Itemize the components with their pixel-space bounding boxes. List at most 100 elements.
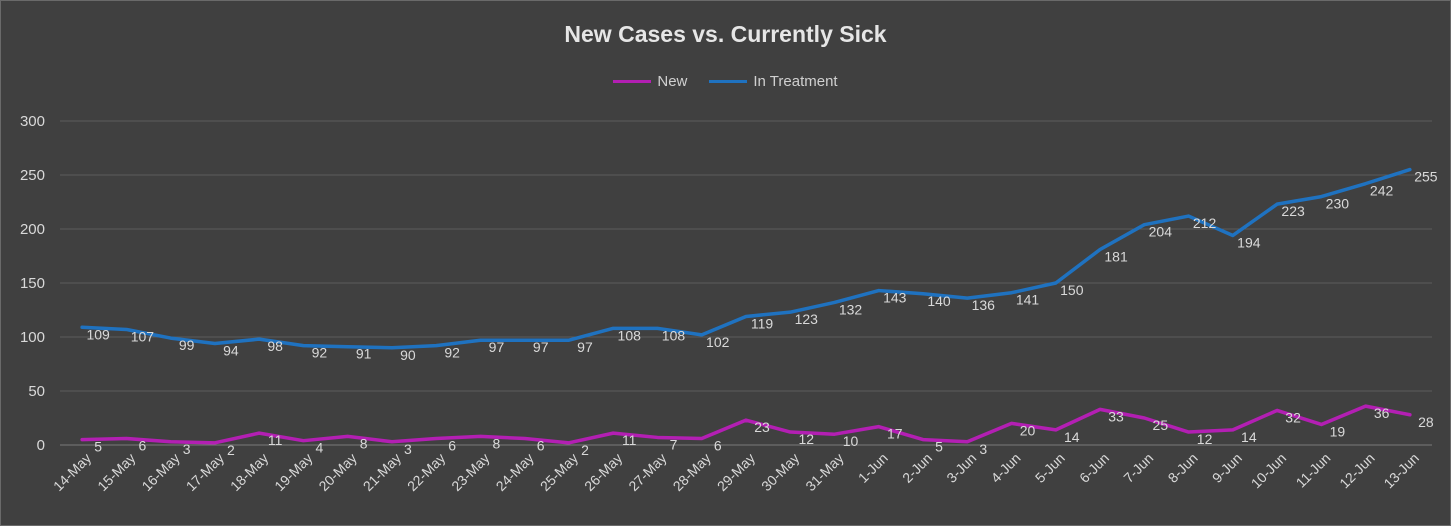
data-label-new: 11 (268, 432, 283, 448)
data-label-new: 14 (1241, 429, 1257, 445)
data-label-new: 6 (448, 438, 456, 454)
data-label-in-treatment: 97 (577, 339, 593, 355)
data-label-in-treatment: 98 (267, 338, 283, 354)
x-tick-label: 30-May (758, 450, 802, 494)
data-label-new: 33 (1108, 408, 1124, 424)
x-tick-label: 11-Jun (1293, 450, 1334, 491)
legend-item-in-treatment: In Treatment (709, 73, 838, 90)
x-tick-label: 23-May (448, 450, 492, 494)
data-label-new: 11 (622, 432, 637, 448)
legend-label-in-treatment: In Treatment (753, 73, 838, 90)
data-label-in-treatment: 109 (86, 326, 110, 342)
y-tick-label: 150 (20, 275, 45, 292)
data-label-new: 8 (493, 435, 501, 451)
legend-item-new: New (613, 73, 687, 90)
data-label-new: 25 (1153, 417, 1169, 433)
x-tick-label: 25-May (537, 450, 581, 494)
data-label-new: 23 (754, 419, 770, 435)
x-tick-label: 9-Jun (1209, 450, 1245, 486)
x-tick-label: 13-Jun (1380, 450, 1422, 492)
y-tick-label: 0 (37, 437, 45, 454)
data-label-in-treatment: 97 (489, 339, 505, 355)
data-label-in-treatment: 212 (1193, 215, 1217, 231)
data-label-new: 28 (1418, 414, 1434, 430)
data-label-in-treatment: 97 (533, 339, 549, 355)
x-tick-label: 20-May (315, 450, 359, 494)
data-label-in-treatment: 94 (223, 342, 239, 358)
data-label-new: 6 (138, 438, 146, 454)
data-label-new: 14 (1064, 429, 1080, 445)
data-label-new: 10 (843, 433, 859, 449)
data-label-new: 3 (183, 441, 191, 457)
data-label-in-treatment: 102 (706, 334, 730, 350)
data-label-in-treatment: 150 (1060, 282, 1084, 298)
y-tick-label: 250 (20, 167, 45, 184)
data-label-in-treatment: 230 (1326, 196, 1350, 212)
x-tick-label: 29-May (714, 450, 758, 494)
x-tick-label: 3-Jun (943, 450, 979, 486)
data-label-in-treatment: 255 (1414, 169, 1438, 185)
x-tick-label: 21-May (360, 450, 404, 494)
chart-title: New Cases vs. Currently Sick (564, 21, 887, 47)
y-tick-label: 50 (28, 383, 45, 400)
x-tick-label: 19-May (271, 450, 315, 494)
data-label-new: 3 (404, 441, 412, 457)
data-label-in-treatment: 108 (662, 327, 686, 343)
x-tick-label: 12-Jun (1336, 450, 1378, 492)
data-label-new: 2 (227, 442, 235, 458)
data-label-in-treatment: 91 (356, 346, 372, 362)
data-label-in-treatment: 92 (312, 345, 328, 361)
data-label-new: 6 (537, 438, 545, 454)
data-label-in-treatment: 140 (927, 293, 951, 309)
legend: New In Treatment (1, 73, 1450, 90)
data-label-new: 32 (1285, 409, 1301, 425)
data-label-in-treatment: 143 (883, 290, 907, 306)
data-label-new: 4 (316, 440, 324, 456)
y-tick-label: 300 (20, 113, 45, 130)
data-label-in-treatment: 141 (1016, 292, 1040, 308)
x-tick-label: 24-May (493, 450, 537, 494)
data-label-new: 8 (360, 435, 368, 451)
series-line-new (80, 404, 1412, 445)
legend-label-new: New (657, 73, 688, 90)
x-tick-label: 28-May (670, 450, 714, 494)
x-tick-label: 7-Jun (1120, 450, 1156, 486)
data-label-new: 36 (1374, 405, 1390, 421)
data-label-in-treatment: 242 (1370, 183, 1394, 199)
y-tick-label: 100 (20, 329, 45, 346)
legend-swatch-in-treatment (709, 80, 748, 83)
data-label-new: 5 (935, 439, 943, 455)
data-label-in-treatment: 136 (972, 297, 996, 313)
data-label-new: 20 (1020, 422, 1036, 438)
x-tick-label: 15-May (94, 450, 138, 494)
data-label-new: 17 (887, 426, 903, 442)
data-label-new: 12 (1197, 431, 1213, 447)
data-label-in-treatment: 119 (751, 315, 774, 331)
y-tick-label: 200 (20, 221, 45, 238)
data-label-new: 19 (1330, 423, 1346, 439)
data-label-in-treatment: 181 (1104, 249, 1128, 265)
data-label-in-treatment: 194 (1237, 234, 1261, 250)
x-tick-label: 6-Jun (1076, 450, 1112, 486)
x-tick-label: 8-Jun (1165, 450, 1201, 486)
data-label-in-treatment: 223 (1281, 203, 1305, 219)
data-label-new: 12 (798, 431, 814, 447)
data-label-in-treatment: 107 (131, 328, 155, 344)
data-label-in-treatment: 204 (1149, 224, 1173, 240)
x-tick-label: 4-Jun (988, 450, 1024, 486)
series-line-in-treatment (80, 167, 1412, 350)
data-label-in-treatment: 99 (179, 337, 195, 353)
x-tick-label: 2-Jun (899, 450, 935, 486)
legend-swatch-new (613, 80, 652, 83)
data-label-in-treatment: 108 (618, 327, 642, 343)
data-label-new: 2 (581, 442, 589, 458)
data-label-in-treatment: 132 (839, 301, 863, 317)
data-label-new: 5 (94, 439, 102, 455)
data-label-in-treatment: 92 (444, 345, 460, 361)
x-tick-label: 16-May (138, 450, 182, 494)
x-tick-label: 27-May (625, 450, 669, 494)
x-tick-label: 10-Jun (1248, 450, 1290, 492)
data-label-new: 3 (979, 441, 987, 457)
